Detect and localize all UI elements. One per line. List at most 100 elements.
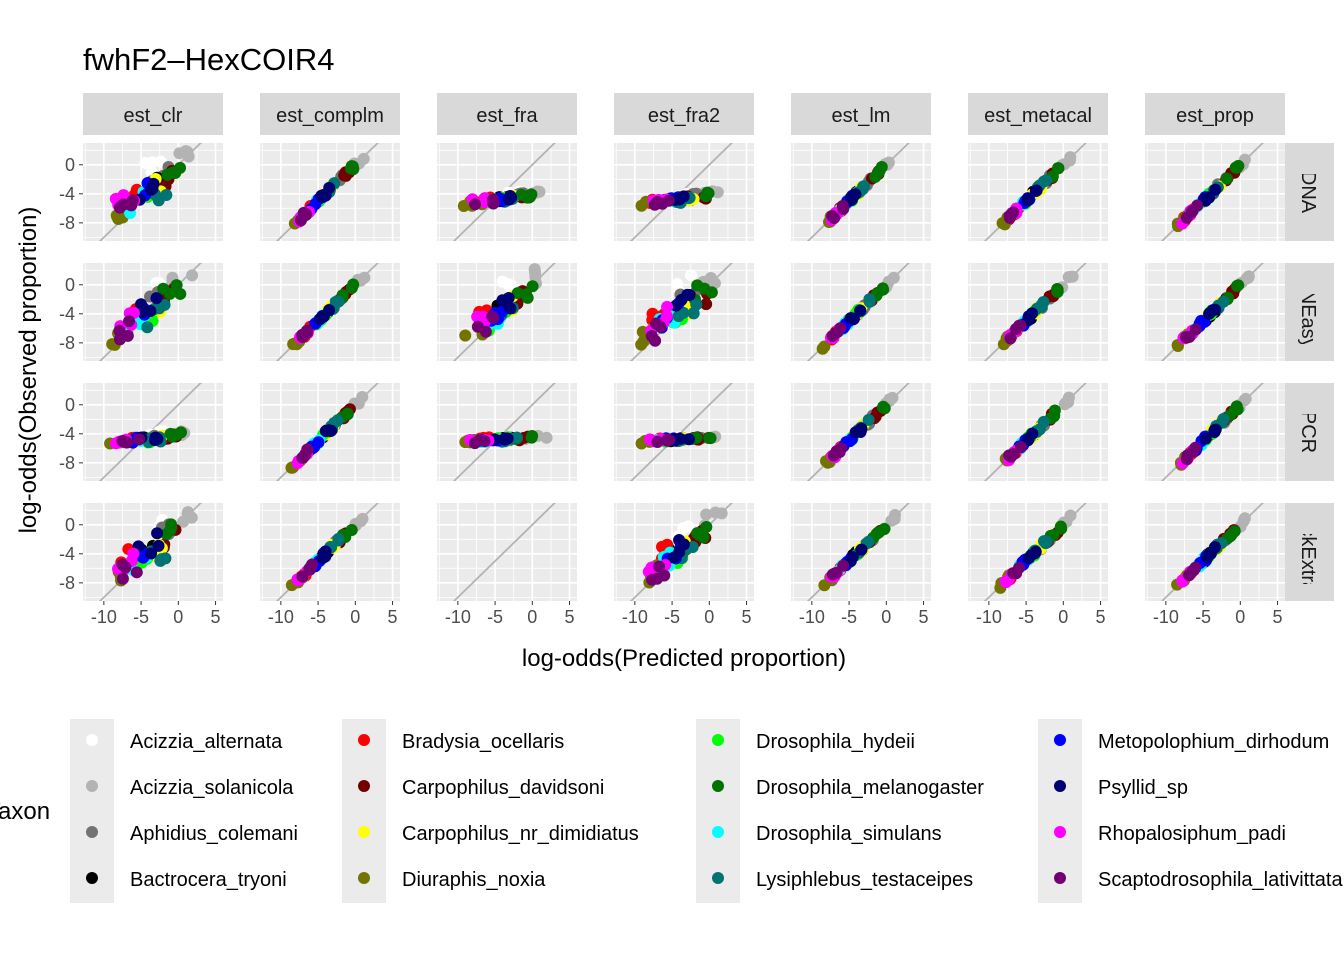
data-point xyxy=(698,282,711,295)
data-point xyxy=(1014,319,1027,332)
y-tick-label: -8 xyxy=(59,333,75,353)
x-tick-label: -10 xyxy=(445,607,471,627)
row-strip-label: DNA xyxy=(1297,171,1319,214)
x-tick-label: -5 xyxy=(841,607,857,627)
data-point xyxy=(1183,569,1196,582)
data-point xyxy=(347,278,360,291)
row-strip xyxy=(1284,263,1334,361)
data-point xyxy=(158,298,171,311)
data-point xyxy=(151,527,164,540)
identity-line xyxy=(452,383,556,481)
data-point xyxy=(487,311,500,324)
data-point xyxy=(684,269,697,282)
data-point xyxy=(157,282,170,295)
row-strip-label: PCR xyxy=(1297,411,1319,453)
legend-label: Drosophila_simulans xyxy=(756,823,942,845)
legend-item: Acizzia_solanicola xyxy=(70,765,294,811)
legend-swatch xyxy=(712,734,724,746)
data-point xyxy=(526,280,539,293)
data-point xyxy=(1007,447,1020,460)
legend-label: Lysiphlebus_testaceipes xyxy=(756,869,973,891)
legend-swatch xyxy=(1054,826,1066,838)
data-point xyxy=(1189,323,1202,336)
x-tick-label: 5 xyxy=(1096,607,1106,627)
data-point xyxy=(854,425,867,438)
y-tick-label: 0 xyxy=(65,155,75,175)
legend-swatch xyxy=(712,872,724,884)
row-strip-label: DNEasy xyxy=(1297,275,1319,348)
legend-item: Carpophilus_nr_dimidiatus xyxy=(342,811,639,857)
data-point xyxy=(1030,184,1043,197)
x-tick-label: 0 xyxy=(1235,607,1245,627)
legend-item: Drosophila_simulans xyxy=(696,811,942,857)
y-axis-title: log-odds(Observed proportion) xyxy=(15,207,42,534)
data-point xyxy=(1051,285,1064,298)
column-strip-label: est_fra2 xyxy=(648,105,720,127)
x-tick-label: -5 xyxy=(310,607,326,627)
facet-panel xyxy=(614,143,754,241)
data-point xyxy=(709,506,722,519)
data-point xyxy=(1064,270,1077,283)
row-strip-label: QuickExtract xyxy=(1297,495,1319,609)
data-point xyxy=(855,543,868,556)
x-tick-label: 5 xyxy=(388,607,398,627)
facet-panel: -10 -5 0 5 xyxy=(437,503,577,627)
data-point xyxy=(690,298,703,311)
data-point xyxy=(149,431,162,444)
data-point xyxy=(645,329,658,342)
y-tick-label: -4 xyxy=(59,184,75,204)
x-tick-label: -10 xyxy=(1153,607,1179,627)
data-point xyxy=(161,168,174,181)
data-point xyxy=(296,570,309,583)
legend-label: Aphidius_colemani xyxy=(130,823,298,845)
legend-item: Scaptodrosophila_lativittata xyxy=(1038,857,1343,903)
data-point xyxy=(345,523,358,536)
data-point xyxy=(858,180,871,193)
facet-panel xyxy=(614,263,754,361)
data-point xyxy=(459,329,472,342)
legend-swatch xyxy=(1054,734,1066,746)
column-strip xyxy=(968,93,1108,135)
data-point xyxy=(127,547,140,560)
x-tick-label: -10 xyxy=(622,607,648,627)
legend-swatch xyxy=(1054,780,1066,792)
data-point xyxy=(1064,151,1077,164)
data-point xyxy=(316,552,329,565)
data-point xyxy=(828,567,841,580)
legend-swatch xyxy=(358,780,370,792)
y-tick-label: 0 xyxy=(65,275,75,295)
legend-swatch xyxy=(712,780,724,792)
legend-swatch xyxy=(358,826,370,838)
legend-swatch xyxy=(712,826,724,838)
data-point xyxy=(113,333,126,346)
x-tick-label: 0 xyxy=(527,607,537,627)
data-point xyxy=(1062,396,1075,409)
data-point xyxy=(130,566,143,579)
data-point xyxy=(141,321,154,334)
data-point xyxy=(357,152,370,165)
facet-panel xyxy=(260,383,400,481)
facet-panel: -10 -5 0 5 xyxy=(968,503,1108,627)
data-point xyxy=(181,508,194,521)
data-point xyxy=(677,306,690,319)
data-point xyxy=(152,539,165,552)
x-tick-label: 0 xyxy=(350,607,360,627)
column-strip xyxy=(614,93,754,135)
data-point xyxy=(663,433,676,446)
legend-label: Bradysia_ocellaris xyxy=(402,731,564,753)
data-point xyxy=(496,294,509,307)
legend-label: Metopolophium_dirhodum xyxy=(1098,731,1329,753)
data-point xyxy=(329,295,342,308)
data-point xyxy=(1230,280,1243,293)
facet-panel xyxy=(1145,263,1285,361)
row-strip xyxy=(1284,143,1334,241)
column-strip xyxy=(83,93,223,135)
data-point xyxy=(845,193,858,206)
data-point xyxy=(525,431,538,444)
x-tick-label: 5 xyxy=(919,607,929,627)
data-point xyxy=(504,189,517,202)
facet-panel xyxy=(791,143,931,241)
legend-swatch xyxy=(86,780,98,792)
data-point xyxy=(174,287,187,300)
legend-label: Carpophilus_nr_dimidiatus xyxy=(402,823,639,845)
